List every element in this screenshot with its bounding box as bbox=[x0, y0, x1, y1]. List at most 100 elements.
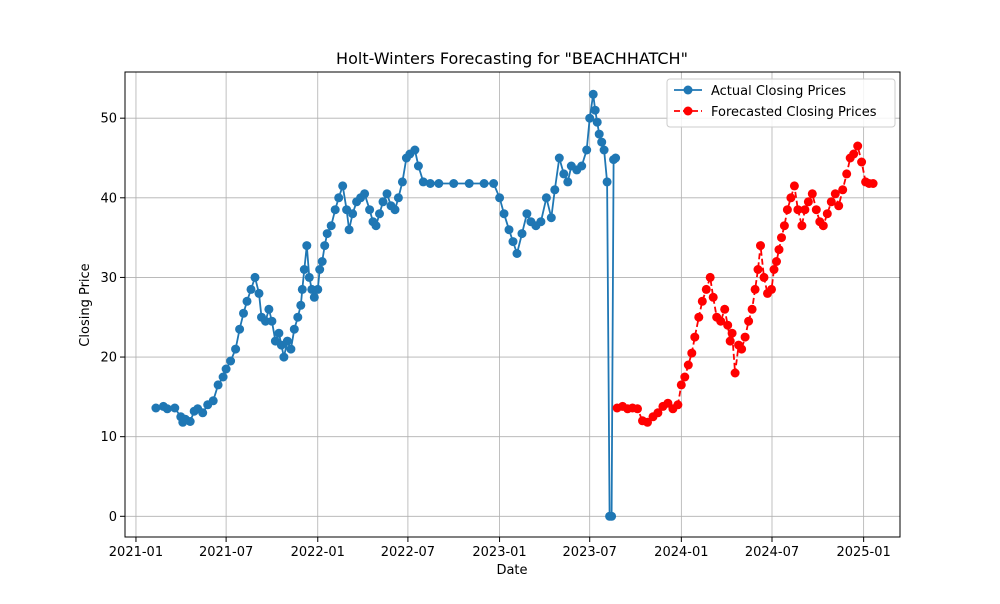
x-tick-label: 2023-07 bbox=[563, 545, 617, 560]
data-point bbox=[170, 403, 180, 413]
data-point bbox=[849, 149, 859, 159]
data-point bbox=[767, 284, 776, 294]
data-point bbox=[807, 189, 817, 199]
data-point bbox=[777, 233, 786, 243]
data-point bbox=[779, 221, 789, 231]
data-point bbox=[334, 193, 344, 203]
chart-title: Holt-Winters Forecasting for "BEACHHATCH… bbox=[336, 49, 688, 68]
data-point bbox=[512, 249, 522, 258]
data-point bbox=[830, 189, 840, 199]
data-point bbox=[344, 225, 354, 235]
data-point bbox=[800, 205, 810, 215]
data-point bbox=[231, 344, 241, 354]
data-point bbox=[716, 316, 726, 326]
x-axis-ticks: 2021-01 2021-07 2022-01 2022-07 2023-01 2023-… bbox=[109, 537, 891, 560]
data-point bbox=[676, 380, 686, 390]
data-point bbox=[315, 265, 325, 274]
data-point bbox=[221, 364, 231, 374]
data-point bbox=[822, 209, 832, 219]
x-tick-label: 2023-01 bbox=[472, 545, 526, 560]
data-point bbox=[786, 193, 796, 203]
legend-label-actual: Actual Closing Prices bbox=[711, 84, 846, 99]
data-point bbox=[320, 241, 330, 251]
legend-marker-actual bbox=[683, 85, 693, 95]
data-point bbox=[304, 272, 314, 282]
data-point bbox=[772, 257, 781, 266]
data-point bbox=[464, 179, 474, 188]
data-point bbox=[705, 272, 715, 282]
data-point bbox=[559, 169, 569, 179]
data-point bbox=[375, 209, 384, 219]
y-tick-label: 30 bbox=[100, 271, 117, 286]
data-point bbox=[774, 245, 784, 255]
y-tick-label: 50 bbox=[100, 112, 117, 127]
data-point bbox=[789, 181, 799, 191]
data-point bbox=[782, 205, 792, 215]
data-point bbox=[633, 404, 642, 414]
series-0 bbox=[151, 89, 621, 521]
data-point bbox=[690, 332, 700, 342]
y-tick-label: 0 bbox=[109, 510, 117, 525]
data-point bbox=[226, 356, 236, 366]
x-tick-label: 2022-01 bbox=[291, 545, 345, 560]
y-tick-label: 40 bbox=[100, 191, 117, 206]
data-point bbox=[750, 284, 760, 294]
data-point bbox=[330, 205, 340, 215]
data-point bbox=[279, 352, 289, 362]
data-point bbox=[302, 241, 312, 251]
data-point bbox=[348, 209, 358, 219]
y-axis-ticks: 0 10 20 30 40 50 bbox=[100, 112, 125, 525]
data-point bbox=[753, 265, 763, 274]
data-point bbox=[449, 179, 459, 188]
data-point bbox=[708, 292, 718, 302]
data-point bbox=[838, 185, 848, 195]
data-point bbox=[723, 320, 733, 330]
data-point bbox=[803, 197, 813, 207]
data-point bbox=[198, 408, 208, 418]
data-point bbox=[853, 141, 863, 151]
data-point bbox=[585, 113, 595, 123]
data-point bbox=[697, 296, 707, 306]
data-point bbox=[653, 408, 663, 418]
data-point bbox=[410, 145, 420, 155]
data-point bbox=[536, 217, 546, 227]
data-point bbox=[418, 177, 428, 187]
data-point bbox=[683, 360, 693, 370]
data-point bbox=[611, 153, 621, 163]
data-point bbox=[322, 229, 332, 239]
data-point bbox=[296, 300, 306, 310]
legend-marker-forecast bbox=[683, 106, 693, 116]
data-point bbox=[730, 368, 740, 378]
data-point bbox=[769, 265, 779, 274]
y-tick-label: 10 bbox=[100, 430, 117, 445]
data-point bbox=[286, 344, 296, 354]
data-point bbox=[309, 292, 319, 302]
grid bbox=[125, 72, 900, 537]
data-point bbox=[868, 179, 878, 188]
data-point bbox=[242, 296, 252, 306]
legend-label-forecast: Forecasted Closing Prices bbox=[711, 105, 877, 120]
data-point bbox=[235, 324, 245, 334]
data-point bbox=[390, 205, 400, 215]
data-point bbox=[747, 304, 757, 314]
x-tick-label: 2021-07 bbox=[199, 545, 253, 560]
data-point bbox=[541, 193, 551, 203]
data-point bbox=[360, 189, 370, 199]
plot-frame bbox=[124, 71, 901, 538]
data-point bbox=[797, 221, 807, 231]
data-point bbox=[208, 396, 218, 406]
data-point bbox=[274, 328, 284, 338]
data-point bbox=[508, 237, 518, 247]
data-point bbox=[725, 336, 735, 346]
data-point bbox=[857, 157, 867, 167]
data-point bbox=[267, 316, 277, 326]
data-point bbox=[597, 137, 607, 147]
legend-box bbox=[666, 78, 896, 128]
x-tick-label: 2021-01 bbox=[109, 545, 163, 560]
data-point bbox=[326, 221, 336, 231]
data-point bbox=[694, 312, 704, 322]
data-point bbox=[522, 209, 532, 219]
data-point bbox=[317, 257, 327, 266]
